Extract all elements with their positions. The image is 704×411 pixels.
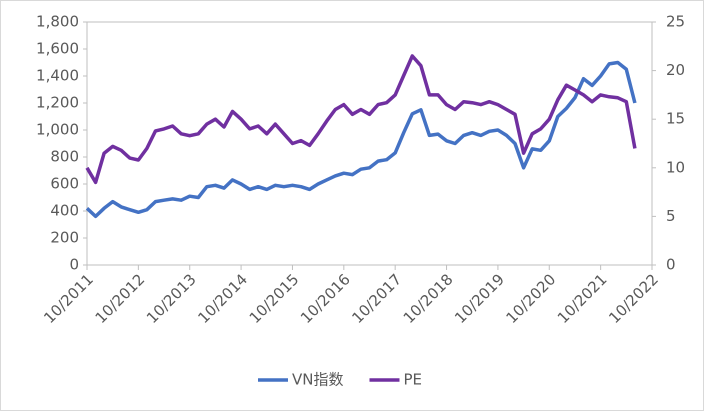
y2-tick-label: 15 (666, 110, 685, 128)
y2-tick-label: 0 (666, 256, 676, 274)
y-tick-label: 1,000 (36, 121, 79, 139)
y2-tick-label: 10 (666, 158, 685, 176)
y-tick-label: 200 (50, 229, 79, 247)
y-tick-label: 0 (69, 256, 79, 274)
y-tick-label: 400 (50, 202, 79, 220)
series-line (85, 54, 637, 185)
legend-label: PE (403, 371, 422, 389)
y2-tick-label: 25 (666, 13, 685, 31)
y-tick-label: 600 (50, 175, 79, 193)
y-tick-label: 1,200 (36, 94, 79, 112)
y-tick-label: 800 (50, 148, 79, 166)
y-tick-label: 1,800 (36, 13, 79, 31)
y-tick-label: 1,600 (36, 40, 79, 58)
y-tick-label: 1,400 (36, 67, 79, 85)
y2-tick-label: 20 (666, 61, 685, 79)
y2-tick-label: 5 (666, 207, 676, 225)
series-line (85, 60, 637, 219)
legend-label: VN指数 (292, 371, 343, 389)
legend: VN指数 PE (258, 371, 422, 389)
